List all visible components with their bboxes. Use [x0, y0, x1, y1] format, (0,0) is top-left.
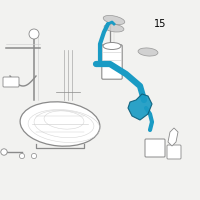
- Circle shape: [31, 153, 37, 159]
- FancyBboxPatch shape: [3, 77, 19, 87]
- FancyBboxPatch shape: [167, 145, 181, 159]
- Ellipse shape: [103, 43, 121, 49]
- Ellipse shape: [104, 24, 124, 32]
- Circle shape: [1, 149, 7, 155]
- Text: 15: 15: [154, 19, 166, 29]
- Polygon shape: [168, 128, 178, 146]
- Ellipse shape: [20, 102, 100, 146]
- Ellipse shape: [103, 15, 125, 25]
- FancyBboxPatch shape: [145, 139, 165, 157]
- Ellipse shape: [138, 48, 158, 56]
- Circle shape: [19, 153, 25, 159]
- Circle shape: [29, 29, 39, 39]
- FancyBboxPatch shape: [102, 45, 122, 79]
- Polygon shape: [128, 94, 152, 120]
